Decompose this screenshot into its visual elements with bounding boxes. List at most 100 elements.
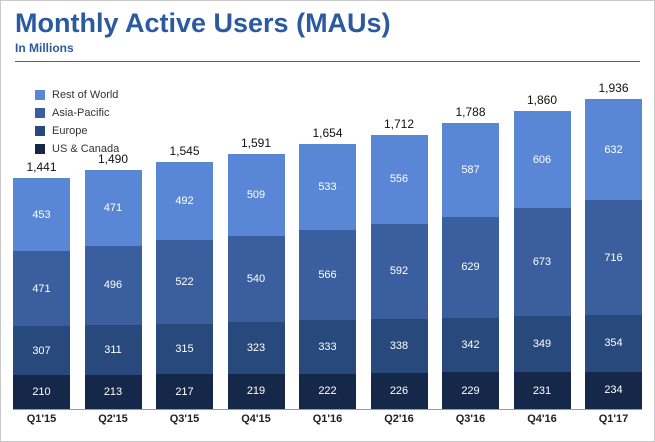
bar-segment-us-canada: 217 [156, 374, 213, 409]
bar-segment-asia-pacific: 540 [227, 235, 285, 323]
legend-label: Asia-Pacific [52, 107, 110, 119]
bar-segment-rest-of-world: 492 [156, 161, 213, 241]
x-axis-label: Q2'16 [384, 413, 414, 425]
bar-segment-us-canada: 213 [84, 374, 142, 409]
bar-segment-value: 219 [246, 385, 266, 398]
bar-segment-rest-of-world: 533 [299, 144, 356, 230]
bar-segment-value: 587 [461, 163, 480, 176]
bar-segment-value: 323 [246, 342, 266, 355]
bar-total-label: 1,712 [383, 116, 415, 131]
bar-segment-us-canada: 222 [299, 373, 356, 409]
bar-segment-value: 354 [604, 337, 623, 350]
bar-segment-value: 556 [389, 173, 409, 186]
bar-total-label: 1,860 [526, 93, 558, 108]
bar-segment-value: 566 [318, 268, 337, 281]
bar-column: 1,545 492 522 315 217 [156, 65, 213, 409]
bar-segment-us-canada: 226 [370, 372, 428, 409]
legend-item: Asia-Pacific [35, 107, 119, 119]
x-axis-labels: Q1'15 Q2'15 Q3'15 Q4'15 Q1'16 Q2'16 Q3'16 Q4'16… [13, 413, 642, 425]
bar-segment-asia-pacific: 592 [370, 223, 428, 319]
bar-segment-us-canada: 234 [585, 371, 642, 409]
bar-segment-value: 229 [461, 384, 480, 397]
bar-segment-asia-pacific: 673 [513, 208, 571, 317]
bar-total-label: 1,545 [169, 143, 200, 158]
x-axis-label: Q1'17 [598, 413, 629, 425]
bar-segment-value: 673 [532, 256, 552, 269]
x-axis-label: Q4'15 [241, 413, 271, 425]
bar-segment-value: 540 [246, 272, 266, 285]
bar-segment-value: 471 [32, 282, 51, 295]
bar-column: 1,654 533 566 333 222 [299, 65, 356, 409]
bar-column: 1,441 453 471 307 210 [13, 65, 70, 409]
bar-segment-asia-pacific: 566 [299, 229, 356, 321]
bar-segment-value: 226 [389, 384, 409, 397]
bar-column: 1,788 587 629 342 229 [442, 65, 499, 409]
legend-item: Europe [35, 125, 119, 137]
bar-segment-rest-of-world: 587 [442, 122, 499, 217]
bar-segment-value: 307 [32, 344, 51, 357]
bar-segment-value: 222 [318, 385, 337, 398]
legend-swatch-us-canada [35, 144, 45, 154]
bar-total-label: 1,788 [455, 104, 486, 119]
bar-segment-us-canada: 210 [13, 375, 70, 409]
bar-segment-asia-pacific: 629 [442, 216, 499, 318]
bar-segment-value: 333 [318, 340, 337, 353]
x-axis-label: Q3'15 [169, 413, 200, 425]
legend-swatch-rest-of-world [35, 90, 45, 100]
plot-area: Rest of World Asia-Pacific Europe US & Cana… [13, 65, 642, 410]
bar-total-label: 1,591 [240, 136, 272, 151]
x-axis-label: Q3'16 [455, 413, 486, 425]
bar-total-label: 1,490 [97, 152, 129, 167]
bar-segment-asia-pacific: 522 [156, 240, 213, 324]
legend-label: Rest of World [52, 89, 119, 101]
bar-segment-asia-pacific: 716 [585, 200, 642, 315]
bar-segment-rest-of-world: 453 [13, 178, 70, 251]
bar-segment-value: 315 [175, 343, 194, 356]
bar-column: 1,591 509 540 323 219 [227, 65, 285, 409]
bar-segment-europe: 342 [442, 317, 499, 373]
legend-label: US & Canada [52, 143, 120, 155]
bar-segment-rest-of-world: 632 [585, 99, 642, 201]
x-axis-label: Q4'16 [527, 413, 557, 425]
bar-segment-value: 606 [532, 153, 552, 166]
bar-segment-value: 471 [103, 202, 123, 215]
bar-segment-europe: 323 [227, 322, 285, 374]
bar-segment-value: 632 [604, 143, 623, 156]
bar-segment-europe: 307 [13, 326, 70, 376]
bar-segment-value: 231 [532, 384, 552, 397]
bar-segment-us-canada: 231 [513, 372, 571, 409]
bar-column: 1,712 556 592 338 226 [370, 65, 428, 409]
bar-segment-value: 342 [461, 338, 480, 351]
chart-subtitle: In Millions [15, 41, 74, 55]
bar-segment-value: 716 [604, 251, 623, 264]
bar-segment-value: 509 [246, 188, 266, 201]
legend-swatch-asia-pacific [35, 108, 45, 118]
bar-segment-europe: 338 [370, 318, 428, 373]
header-divider [15, 61, 640, 62]
x-axis-label: Q2'15 [98, 413, 128, 425]
bar-total-label: 1,441 [26, 160, 57, 175]
mau-stacked-bar-chart: Rest of World Asia-Pacific Europe US & Cana… [1, 65, 654, 425]
bar-segment-rest-of-world: 556 [370, 134, 428, 224]
chart-header: Monthly Active Users (MAUs) In Millions [1, 1, 654, 62]
bar-segment-europe: 333 [299, 320, 356, 374]
bar-segment-value: 234 [604, 384, 623, 397]
bar-segment-value: 213 [103, 385, 123, 398]
bar-column: 1,936 632 716 354 234 [585, 65, 642, 409]
bar-segment-us-canada: 219 [227, 373, 285, 409]
bar-segment-asia-pacific: 496 [84, 245, 142, 326]
bar-segment-value: 338 [389, 339, 409, 352]
bar-total-label: 1,936 [598, 81, 629, 96]
bar-column: 1,860 606 673 349 231 [513, 65, 571, 409]
bar-segment-europe: 354 [585, 314, 642, 372]
bar-segment-value: 592 [389, 265, 409, 278]
bar-segment-europe: 349 [513, 316, 571, 372]
bar-total-label: 1,654 [312, 126, 343, 141]
bar-column: 1,490 471 496 311 213 [84, 65, 142, 409]
bar-segment-value: 629 [461, 261, 480, 274]
bar-segment-europe: 315 [156, 323, 213, 375]
bar-segment-rest-of-world: 471 [84, 170, 142, 246]
bar-segment-rest-of-world: 509 [227, 154, 285, 236]
bar-segment-value: 349 [532, 338, 552, 351]
